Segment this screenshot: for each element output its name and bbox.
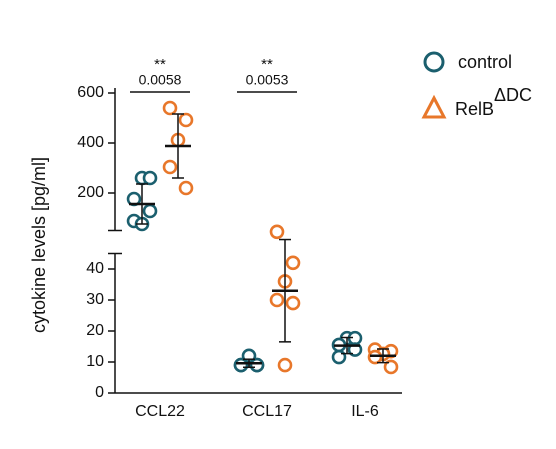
significance-stars: ** <box>261 56 273 73</box>
data-point <box>285 255 301 271</box>
y-tick-label: 400 <box>77 134 104 151</box>
legend-marker <box>421 94 447 119</box>
x-tick-label: CCL17 <box>242 403 292 420</box>
y-tick-label: 200 <box>77 184 104 201</box>
data-point <box>233 357 249 373</box>
data-point <box>331 349 347 365</box>
data-point <box>142 170 158 186</box>
data-point <box>277 357 293 373</box>
x-tick-label: IL-6 <box>351 403 379 420</box>
data-point <box>249 357 265 373</box>
legend-name: RelB <box>455 99 494 119</box>
data-point <box>178 112 194 128</box>
legend-label: control <box>458 52 512 72</box>
y-tick-label: 0 <box>95 384 104 401</box>
y-tick-label: 30 <box>86 291 104 308</box>
data-point <box>142 203 158 219</box>
data-point <box>162 159 178 175</box>
y-tick-label: 600 <box>77 84 104 101</box>
y-tick-label: 10 <box>86 353 104 370</box>
data-point <box>269 224 285 240</box>
data-point <box>285 295 301 311</box>
legend-superscript: ΔDC <box>494 85 532 105</box>
y-tick-label: 40 <box>86 260 104 277</box>
p-value: 0.0053 <box>246 72 289 88</box>
data-point <box>383 359 399 375</box>
legend-marker <box>423 51 445 73</box>
significance-stars: ** <box>154 56 166 73</box>
y-tick-label: 20 <box>86 322 104 339</box>
data-point <box>178 180 194 196</box>
legend-label: RelBΔDC <box>455 85 532 119</box>
y-axis-label: cytokine levels [pg/ml] <box>29 157 49 333</box>
data-point <box>269 292 285 308</box>
p-value: 0.0058 <box>139 72 182 88</box>
x-tick-label: CCL22 <box>135 403 185 420</box>
data-point <box>162 100 178 116</box>
